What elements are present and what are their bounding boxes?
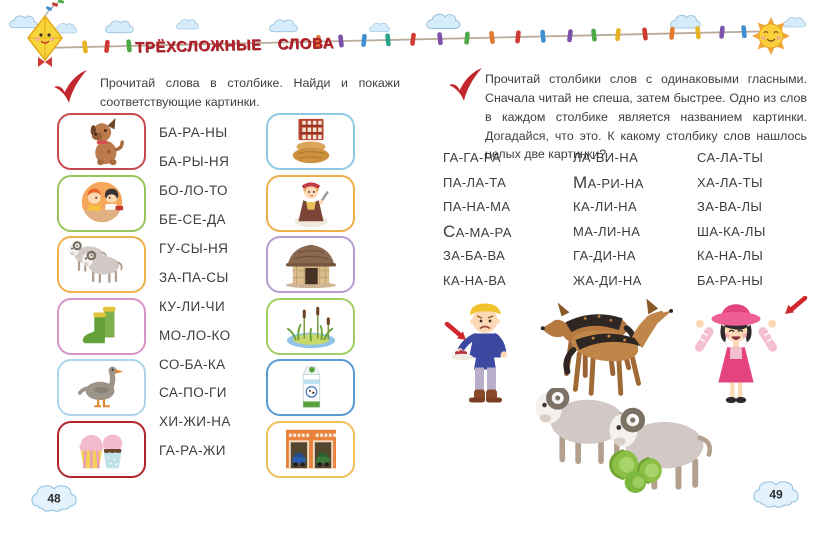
page-number-cloud-left: 48 bbox=[31, 485, 77, 512]
rams-with-cabbage-illustration bbox=[518, 388, 743, 493]
right-instruction: Прочитай столбики слов с одинаковыми гла… bbox=[485, 72, 807, 162]
word-item: КА-ЛИ-НА bbox=[573, 199, 638, 214]
word-item: БА-РА-НЫ bbox=[697, 272, 764, 288]
garages-illustration bbox=[285, 430, 336, 469]
picture-card-milk-carton bbox=[266, 359, 355, 417]
right-word-column-1: ГА-ГА-РА ПА-ЛА-ТА ПА-НА-МА СА-МА-РА ЗА-Б… bbox=[443, 146, 512, 293]
word-item: ПА-НА-МА bbox=[443, 199, 511, 214]
picture-card-dog bbox=[57, 113, 146, 170]
word-item: ША-КА-ЛЫ bbox=[697, 223, 766, 239]
picture-card-hut bbox=[266, 236, 355, 294]
picture-card-fine-lady bbox=[266, 174, 355, 232]
word-item: ХА-ЛА-ТЫ bbox=[697, 174, 763, 190]
word-item: ГА-РА-ЖИ bbox=[159, 443, 226, 459]
word-item: КУ-ЛИ-ЧИ bbox=[159, 298, 226, 314]
left-picture-column-2 bbox=[266, 113, 355, 478]
left-instruction: Прочитай слова в столбике. Найди и покаж… bbox=[100, 76, 400, 109]
word-item: СА-ЛА-ТЫ bbox=[697, 150, 764, 165]
word-item: МА-ЛИ-НА bbox=[573, 223, 641, 239]
word-item: БЕ-СЕ-ДА bbox=[159, 211, 226, 227]
page-number-cloud-right: 49 bbox=[753, 481, 799, 508]
checkmark-icon bbox=[449, 68, 482, 101]
left-picture-column-1 bbox=[57, 113, 146, 478]
jackals-illustration bbox=[540, 298, 674, 396]
word-item: ГА-ГА-РА bbox=[443, 150, 502, 165]
milk-carton-illustration bbox=[302, 366, 320, 408]
page-number: 49 bbox=[769, 488, 783, 502]
goose-illustration bbox=[77, 366, 123, 408]
rubber-boots-illustration bbox=[82, 307, 115, 344]
rams-illustration bbox=[66, 240, 123, 284]
word-item: МО-ЛО-КО bbox=[159, 327, 231, 343]
arrow-down-left-icon bbox=[785, 296, 808, 314]
picture-card-rubber-boots bbox=[57, 297, 146, 355]
picture-card-swamp bbox=[266, 297, 355, 355]
word-item: ГА-ДИ-НА bbox=[573, 248, 636, 263]
picture-card-goose bbox=[57, 359, 146, 417]
word-item: ГУ-СЫ-НЯ bbox=[159, 240, 229, 256]
page-number: 48 bbox=[47, 492, 61, 506]
pantry-supplies-illustration bbox=[292, 118, 329, 163]
word-item: БА-РА-НЫ bbox=[159, 125, 228, 140]
jackal-front bbox=[563, 298, 674, 396]
left-word-list: БА-РА-НЫ БА-РЫ-НЯ БО-ЛО-ТО БЕ-СЕ-ДА ГУ-С… bbox=[159, 119, 259, 466]
swamp-illustration bbox=[286, 307, 335, 349]
picture-card-pantry-supplies bbox=[266, 113, 355, 170]
checkmark-icon bbox=[54, 70, 87, 103]
word-item: ЛА-ВИ-НА bbox=[573, 150, 639, 165]
sun-icon bbox=[752, 17, 790, 55]
picture-card-rams bbox=[57, 236, 146, 294]
word-item: БО-ЛО-ТО bbox=[159, 182, 228, 198]
cabbages bbox=[608, 449, 662, 493]
word-item: МА-РИ-НА bbox=[573, 172, 644, 192]
children-talking-illustration bbox=[81, 181, 123, 223]
cupcakes-illustration bbox=[78, 435, 122, 469]
word-item: КА-НА-ЛЫ bbox=[697, 248, 764, 263]
picture-card-cupcakes bbox=[57, 420, 146, 478]
word-item: СА-МА-РА bbox=[443, 221, 512, 241]
right-word-column-2: ЛА-ВИ-НА МА-РИ-НА КА-ЛИ-НА МА-ЛИ-НА ГА-Д… bbox=[573, 146, 644, 293]
word-item: ЖА-ДИ-НА bbox=[573, 272, 642, 288]
picture-card-children-talking bbox=[57, 174, 146, 232]
word-item: ЗА-ПА-СЫ bbox=[159, 269, 229, 285]
right-word-column-3: СА-ЛА-ТЫ ХА-ЛА-ТЫ ЗА-ВА-ЛЫ ША-КА-ЛЫ КА-Н… bbox=[697, 146, 766, 293]
kite-icon bbox=[27, 0, 65, 67]
fine-lady-illustration bbox=[294, 182, 329, 228]
dog-illustration bbox=[90, 117, 124, 165]
picture-card-garages bbox=[266, 420, 355, 478]
hut-illustration bbox=[285, 244, 336, 288]
word-item: СО-БА-КА bbox=[159, 356, 226, 372]
happy-girl-in-pink-illustration bbox=[694, 304, 778, 404]
page-title: ТРЁХСЛОЖНЫЕ СЛОВА bbox=[134, 34, 335, 57]
upset-boy-with-berries-illustration bbox=[451, 303, 508, 403]
word-item: ЗА-БА-ВА bbox=[443, 248, 506, 263]
word-item: ПА-ЛА-ТА bbox=[443, 174, 507, 190]
word-item: ХИ-ЖИ-НА bbox=[159, 414, 231, 430]
arrow-down-right-icon bbox=[444, 322, 466, 340]
word-item: ЗА-ВА-ЛЫ bbox=[697, 199, 763, 214]
clouds bbox=[9, 13, 806, 34]
word-item: БА-РЫ-НЯ bbox=[159, 153, 230, 169]
word-item: КА-НА-ВА bbox=[443, 272, 507, 288]
word-item: СА-ПО-ГИ bbox=[159, 385, 227, 401]
